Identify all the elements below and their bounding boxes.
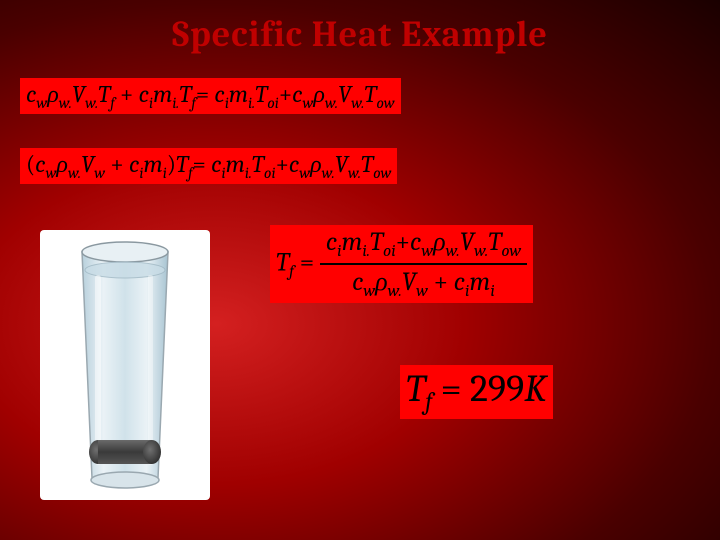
equation-2: (cwρw.Vw + cimi)Tf= cimi.Toi+cwρw.Vw.Tow [20,148,397,184]
equation-result: Tf = 299K [400,365,553,419]
result-var: Tf [406,367,432,411]
result-value: 299 [470,367,524,411]
rod-cap-right [143,440,161,464]
slide-title: Specific Heat Example [0,0,720,65]
glass-svg [40,230,210,500]
glass-base [91,472,159,488]
water-glass-image [40,230,210,500]
glass-highlight-left [95,275,101,465]
glass-highlight-right [148,275,153,465]
equation-3: Tf = cimi.Toi+cwρw.Vw.Tow cwρw.Vw + cimi [270,225,533,303]
result-unit: K [524,367,546,411]
glass-rim [82,242,168,262]
equals-sign: = [432,367,470,411]
equation-1: cwρw.Vw.Tf + cimi.Tf= cimi.Toi+cwρw.Vw.T… [20,78,401,114]
